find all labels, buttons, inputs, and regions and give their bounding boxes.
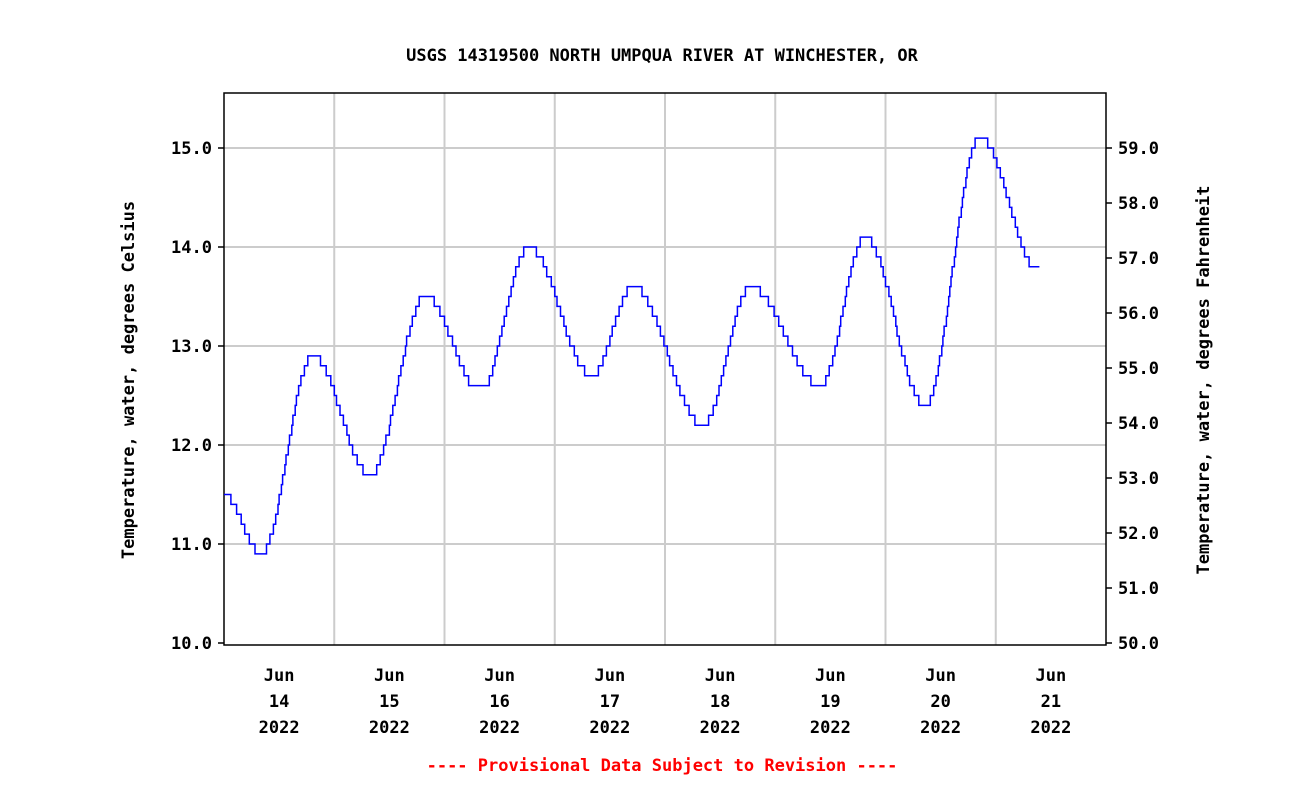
- y-right-tick-label: 55.0: [1118, 359, 1159, 379]
- x-tick-label: Jun 18 2022: [700, 666, 741, 738]
- x-tick-year: 2022: [369, 718, 410, 738]
- y-right-tick-label: 56.0: [1118, 304, 1159, 324]
- y-tick-label: 10.0: [171, 634, 212, 654]
- y-axis-left: 10.0 11.0 12.0 13.0 14.0 15.0: [171, 139, 224, 654]
- x-tick-month: Jun: [264, 666, 295, 686]
- y-axis-label-right: Temperature, water, degrees Fahrenheit: [1194, 186, 1214, 575]
- x-tick-month: Jun: [484, 666, 515, 686]
- y-right-tick-label: 50.0: [1118, 634, 1159, 654]
- y-right-tick-label: 51.0: [1118, 579, 1159, 599]
- x-tick-label: Jun 16 2022: [479, 666, 520, 738]
- x-tick-day: 18: [710, 692, 730, 712]
- x-tick-day: 16: [489, 692, 509, 712]
- x-tick-month: Jun: [374, 666, 405, 686]
- grid: [224, 93, 1106, 645]
- x-tick-month: Jun: [925, 666, 956, 686]
- y-axis-label-left: Temperature, water, degrees Celsius: [119, 201, 139, 559]
- y-right-tick-label: 53.0: [1118, 469, 1159, 489]
- y-right-tick-label: 57.0: [1118, 249, 1159, 269]
- x-tick-label: Jun 17 2022: [589, 666, 630, 738]
- y-tick-label: 11.0: [171, 535, 212, 555]
- x-tick-month: Jun: [595, 666, 626, 686]
- series-layer: [224, 137, 1040, 555]
- x-tick-label: Jun 21 2022: [1030, 666, 1071, 738]
- chart-title: USGS 14319500 NORTH UMPQUA RIVER AT WINC…: [406, 46, 919, 66]
- y-tick-label: 12.0: [171, 436, 212, 456]
- x-tick-day: 15: [379, 692, 399, 712]
- x-tick-label: Jun 20 2022: [920, 666, 961, 738]
- y-right-tick-label: 59.0: [1118, 139, 1159, 159]
- y-right-tick-label: 54.0: [1118, 414, 1159, 434]
- provisional-data-notice: ---- Provisional Data Subject to Revisio…: [427, 756, 898, 776]
- x-tick-year: 2022: [259, 718, 300, 738]
- y-right-tick-label: 58.0: [1118, 194, 1159, 214]
- x-tick-label: Jun 19 2022: [810, 666, 851, 738]
- x-tick-label: Jun 14 2022: [259, 666, 300, 738]
- y-tick-label: 13.0: [171, 337, 212, 357]
- x-tick-year: 2022: [589, 718, 630, 738]
- x-axis: Jun 14 2022 Jun 15 2022 Jun 16 2022 Jun 17 2022 Jun 1…: [259, 666, 1072, 738]
- x-tick-day: 14: [269, 692, 289, 712]
- plot-frame: [223, 92, 1107, 646]
- x-tick-month: Jun: [1036, 666, 1067, 686]
- x-tick-day: 21: [1041, 692, 1061, 712]
- x-tick-label: Jun 15 2022: [369, 666, 410, 738]
- x-tick-year: 2022: [1030, 718, 1071, 738]
- x-tick-month: Jun: [705, 666, 736, 686]
- y-tick-label: 14.0: [171, 238, 212, 258]
- x-tick-day: 17: [600, 692, 620, 712]
- x-tick-year: 2022: [920, 718, 961, 738]
- y-axis-right: 50.0 51.0 52.0 53.0 54.0 55.0 56.0 57.0 58.0 59.0: [1106, 139, 1159, 654]
- temperature-series-line: [224, 137, 1040, 555]
- y-tick-label: 15.0: [171, 139, 212, 159]
- x-tick-day: 20: [930, 692, 950, 712]
- x-tick-month: Jun: [815, 666, 846, 686]
- x-tick-year: 2022: [479, 718, 520, 738]
- y-right-tick-label: 52.0: [1118, 524, 1159, 544]
- x-tick-day: 19: [820, 692, 840, 712]
- x-tick-year: 2022: [810, 718, 851, 738]
- x-tick-year: 2022: [700, 718, 741, 738]
